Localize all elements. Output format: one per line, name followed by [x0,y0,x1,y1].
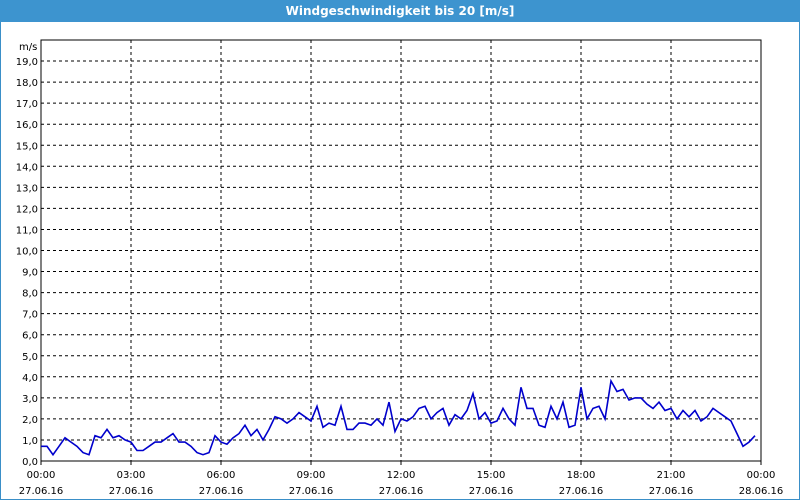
y-tick-label: 13,0 [16,183,38,194]
x-tick-date: 27.06.16 [379,486,424,497]
y-tick-label: 5,0 [22,352,38,363]
y-tick-label: 18,0 [16,78,38,89]
y-tick-label: 11,0 [16,225,38,236]
y-axis-ticks: 0,0 1,0 2,0 3,0 4,0 5,0 6,0 7,0 8,0 9,0 10,0 11,0 12… [16,57,38,468]
y-tick-label: 12,0 [16,204,38,215]
x-tick-time: 00:00 [27,470,56,481]
x-tick-date: 27.06.16 [289,486,334,497]
x-tick-time: 18:00 [567,470,596,481]
x-axis-ticks: 00:00 27.06.16 03:00 27.06.16 06:00 27.06.16 0… [19,461,784,497]
y-tick-label: 10,0 [16,247,38,258]
x-tick-time: 12:00 [387,470,416,481]
x-tick-date: 27.06.16 [469,486,514,497]
y-tick-label: 19,0 [16,57,38,68]
x-tick-time: 03:00 [117,470,146,481]
y-tick-label: 15,0 [16,141,38,152]
x-tick-time: 00:00 [747,470,776,481]
y-tick-label: 7,0 [22,310,38,321]
y-axis-label: m/s [19,42,37,53]
grid-lines [41,40,761,461]
y-tick-label: 1,0 [22,436,38,447]
x-tick-date: 27.06.16 [199,486,244,497]
y-tick-label: 16,0 [16,120,38,131]
series-line [41,378,756,457]
x-tick-date: 27.06.16 [19,486,64,497]
x-tick-time: 15:00 [477,470,506,481]
y-tick-label: 0,0 [22,457,38,468]
x-tick-date: 27.06.16 [109,486,154,497]
x-tick-time: 09:00 [297,470,326,481]
x-tick-date: 28.06.16 [739,486,784,497]
x-tick-time: 06:00 [207,470,236,481]
y-tick-label: 8,0 [22,289,38,300]
y-tick-label: 6,0 [22,331,38,342]
x-tick-date: 27.06.16 [559,486,604,497]
y-tick-label: 17,0 [16,99,38,110]
y-tick-label: 14,0 [16,162,38,173]
chart-title: Windgeschwindigkeit bis 20 [m/s] [0,0,800,22]
y-tick-label: 2,0 [22,415,38,426]
y-tick-label: 9,0 [22,268,38,279]
y-tick-label: 4,0 [22,373,38,384]
y-tick-label: 3,0 [22,394,38,405]
x-tick-date: 27.06.16 [649,486,694,497]
x-tick-time: 21:00 [657,470,686,481]
